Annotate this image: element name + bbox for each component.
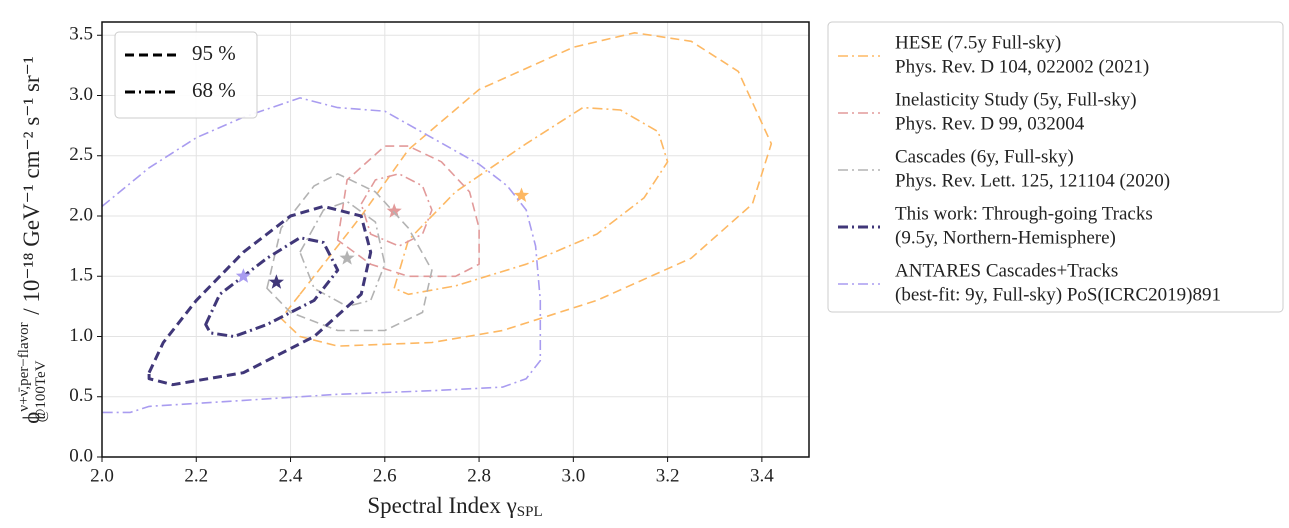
x-tick-label: 2.6: [373, 465, 397, 486]
best-fit-star: [513, 187, 530, 202]
legend-label: Inelasticity Study (5y, Full-sky): [895, 89, 1137, 110]
legend-label: Phys. Rev. D 99, 032004: [895, 113, 1085, 134]
x-axis-label: Spectral Index γSPL: [367, 493, 542, 520]
legend-label: ANTARES Cascades+Tracks: [895, 260, 1118, 281]
x-tick-label: 2.8: [467, 465, 491, 486]
style-legend-label: 95 %: [192, 41, 236, 65]
x-tick-label: 3.0: [561, 465, 585, 486]
contour-line: [102, 97, 542, 414]
legend-box: [827, 21, 1284, 313]
contour-line: [266, 173, 433, 332]
legend-label: Phys. Rev. D 104, 022002 (2021): [895, 56, 1149, 77]
x-tick-label: 2.2: [184, 465, 208, 486]
best-fit-star: [268, 274, 284, 289]
style-legend-box: [114, 31, 258, 119]
x-tick-label: 3.4: [750, 465, 774, 486]
contour-line: [147, 204, 373, 387]
x-tick-label: 3.2: [656, 465, 680, 486]
best-fit-star: [386, 203, 402, 218]
legend-label: Phys. Rev. Lett. 125, 121104 (2020): [895, 170, 1170, 191]
legend-label: Cascades (6y, Full-sky): [895, 146, 1074, 167]
legend-label: HESE (7.5y Full-sky): [895, 32, 1061, 53]
contour-line: [280, 31, 773, 347]
y-tick-label: 0.5: [69, 385, 93, 406]
contour-line: [204, 236, 340, 338]
contour-line: [336, 145, 480, 278]
y-tick-label: 2.0: [69, 204, 93, 225]
y-tick-label: 1.5: [69, 265, 93, 286]
x-tick-label: 2.0: [90, 465, 114, 486]
plot-frame: [101, 21, 810, 458]
style-legend-label: 68 %: [192, 78, 236, 102]
y-tick-label: 3.0: [69, 84, 93, 105]
x-tick-label: 2.4: [279, 465, 303, 486]
legend-label: (best-fit: 9y, Full-sky) PoS(ICRC2019)89…: [895, 284, 1221, 305]
best-fit-star: [235, 268, 251, 283]
y-tick-label: 2.5: [69, 144, 93, 165]
best-fit-star: [339, 250, 355, 265]
y-tick-label: 3.5: [69, 24, 93, 45]
contour-line: [299, 200, 386, 308]
y-axis-label: ϕν+ν̄,per−flavor@100TeV / 10⁻¹⁸ GeV⁻¹ cm…: [16, 56, 49, 424]
legend-label: This work: Through-going Tracks: [895, 203, 1153, 224]
y-tick-label: 0.0: [69, 445, 93, 466]
contour-line: [360, 173, 433, 247]
contour-line: [393, 106, 669, 296]
y-tick-label: 1.0: [69, 325, 93, 346]
legend-label: (9.5y, Northern-Hemisphere): [895, 227, 1116, 248]
